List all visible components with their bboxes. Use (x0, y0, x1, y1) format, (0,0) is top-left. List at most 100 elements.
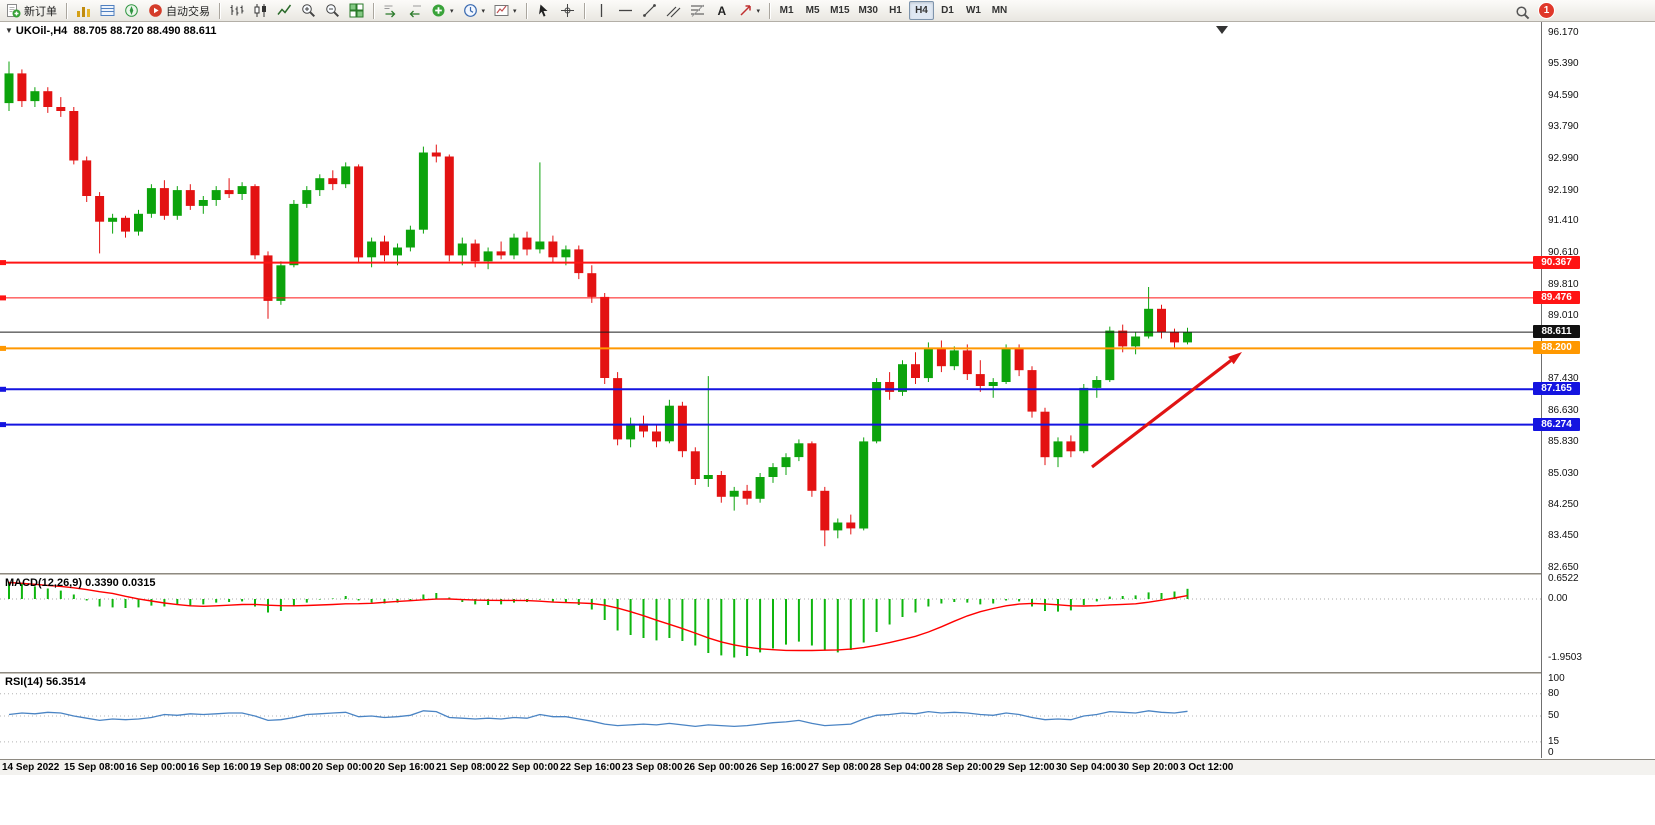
search-button[interactable] (1511, 3, 1534, 22)
vertical-line-button[interactable] (590, 1, 613, 20)
rsi-label: RSI(14) 56.3514 (5, 676, 86, 688)
zoom-in-button[interactable] (297, 1, 320, 20)
auto-scroll-button[interactable] (379, 1, 402, 20)
zoom-in-icon (301, 3, 316, 18)
tile-windows-button[interactable] (345, 1, 368, 20)
toolbar-buttons: 新订单 自动交易 ▾ ▾ ▾ A ▾ (2, 0, 774, 22)
timeframe-m1[interactable]: M1 (779, 5, 794, 16)
timeframe-mn[interactable]: MN (991, 5, 1008, 16)
price-axis-label: 89.010 (1548, 310, 1579, 322)
price-tag-88.200[interactable]: 88.200 (1533, 341, 1580, 355)
price-chart-pane[interactable]: ▼ UKOil-,H4 88.705 88.720 88.490 88.611 (0, 22, 1541, 573)
bar-chart-button[interactable] (225, 1, 248, 20)
notification-badge[interactable]: 1 (1539, 3, 1554, 18)
price-axis[interactable]: 96.170 95.390 94.590 93.790 92.990 92.190 91.4… (1533, 22, 1655, 758)
price-axis-label: 96.170 (1548, 27, 1579, 38)
fibonacci-button[interactable] (686, 1, 709, 20)
data-window-icon (100, 3, 115, 18)
macd-pane[interactable]: MACD(12,26,9) 0.3390 0.0315 (0, 575, 1541, 672)
price-axis-label: 87.430 (1548, 372, 1579, 384)
timeframe-w1[interactable]: W1 (965, 5, 981, 16)
price-tag-86.274[interactable]: 86.274 (1533, 417, 1580, 431)
timeframe-m5[interactable]: M5 (805, 5, 820, 16)
macd-signal-line (8, 581, 1188, 652)
autotrading-button[interactable]: 自动交易 (144, 1, 214, 20)
timeframe-h1[interactable]: H1 (889, 5, 902, 16)
dropdown-caret-icon: ▾ (513, 7, 517, 15)
timeframe-m15[interactable]: M15 (830, 5, 850, 16)
templates-button[interactable]: ▾ (490, 1, 521, 20)
text-button[interactable]: A (710, 1, 733, 20)
time-axis-label: 3 Oct 12:00 (1180, 762, 1234, 773)
rsi-axis-label: 15 (1548, 735, 1560, 747)
price-axis-label: 83.450 (1548, 530, 1579, 542)
price-tag-88.611[interactable]: 88.611 (1533, 325, 1580, 339)
macd-signal-value: 0.0315 (121, 577, 156, 589)
data-window-button[interactable] (96, 1, 119, 20)
pane-splitter[interactable] (0, 573, 1655, 575)
price-tag-89.476[interactable]: 89.476 (1533, 290, 1580, 304)
search-icon (1515, 5, 1530, 20)
macd-label: MACD(12,26,9) 0.3390 0.0315 (5, 577, 155, 589)
chart-line-icon (277, 3, 292, 18)
market-watch-button[interactable] (72, 1, 95, 20)
timeframe-h4[interactable]: H4 (908, 1, 934, 20)
new-order-icon (6, 3, 21, 18)
cursor-button[interactable] (532, 1, 555, 20)
time-axis-label: 16 Sep 00:00 (126, 762, 187, 773)
crosshair-button[interactable] (556, 1, 579, 20)
toolbar-separator (66, 2, 67, 19)
navigator-button[interactable] (120, 1, 143, 20)
vline-icon (594, 3, 609, 18)
horizontal-line-button[interactable] (614, 1, 637, 20)
time-axis-label: 19 Sep 08:00 (250, 762, 311, 773)
tile-windows-icon (349, 3, 364, 18)
periods-button[interactable]: ▾ (459, 1, 490, 20)
macd-name: MACD(12,26,9) (5, 577, 83, 589)
autotrading-icon (148, 3, 163, 18)
line-chart-button[interactable] (273, 1, 296, 20)
indicators-button[interactable]: ▾ (427, 1, 458, 20)
candlestick-chart-button[interactable] (249, 1, 272, 20)
trendline-button[interactable] (638, 1, 661, 20)
timeframe-d1[interactable]: D1 (941, 5, 954, 16)
rsi-line (8, 710, 1188, 728)
arrows-button[interactable]: ▾ (734, 1, 765, 20)
template-icon (494, 3, 509, 18)
autotrading-button-label: 自动交易 (166, 5, 210, 18)
arrows-icon (738, 3, 753, 18)
rsi-axis-label: 100 (1548, 673, 1565, 684)
time-axis-label: 26 Sep 16:00 (746, 762, 807, 773)
channel-button[interactable] (662, 1, 685, 20)
price-tag-90.367[interactable]: 90.367 (1533, 255, 1580, 269)
rsi-name: RSI(14) (5, 676, 43, 688)
rsi-value: 56.3514 (45, 676, 86, 688)
one-click-trading-toggle[interactable]: ▼ (5, 26, 13, 35)
toolbar: 新订单 自动交易 ▾ ▾ ▾ A ▾ M1 M5 M15 M30 H1 H4 D1 W1 MN 1 (0, 0, 1655, 22)
new-order-button[interactable]: 新订单 (2, 1, 61, 20)
price-axis-label: 93.790 (1548, 121, 1579, 133)
time-axis[interactable]: 14 Sep 2022 15 Sep 08:00 16 Sep 00:00 16 Se… (0, 759, 1655, 775)
macd-main-value: 0.3390 (85, 577, 119, 589)
chart-symbol: UKOil-,H4 (15, 25, 68, 37)
rsi-pane[interactable]: RSI(14) 56.3514 (0, 674, 1541, 758)
dropdown-caret-icon: ▾ (756, 7, 761, 15)
timeframe-m30[interactable]: M30 (858, 5, 878, 16)
market-watch-icon (76, 3, 91, 18)
timeframe-toolbar: M1 M5 M15 M30 H1 H4 D1 W1 MN (774, 0, 1012, 22)
chart-candles-icon (253, 3, 268, 18)
zoom-out-button[interactable] (321, 1, 344, 20)
channel-icon (666, 3, 681, 18)
price-axis-label: 94.590 (1548, 89, 1579, 101)
price-axis-label: 89.810 (1548, 278, 1579, 290)
chart-shift-button[interactable] (403, 1, 426, 20)
price-tag-87.165[interactable]: 87.165 (1533, 382, 1580, 396)
toolbar-separator (219, 2, 220, 19)
chart-bars-icon (229, 3, 244, 18)
crosshair-icon (560, 3, 575, 18)
chart-ohlc-values: 88.705 88.720 88.490 88.611 (73, 25, 217, 37)
pane-splitter[interactable] (0, 672, 1655, 674)
price-chart-svg (0, 26, 1541, 547)
price-axis-label: 85.030 (1548, 467, 1579, 479)
